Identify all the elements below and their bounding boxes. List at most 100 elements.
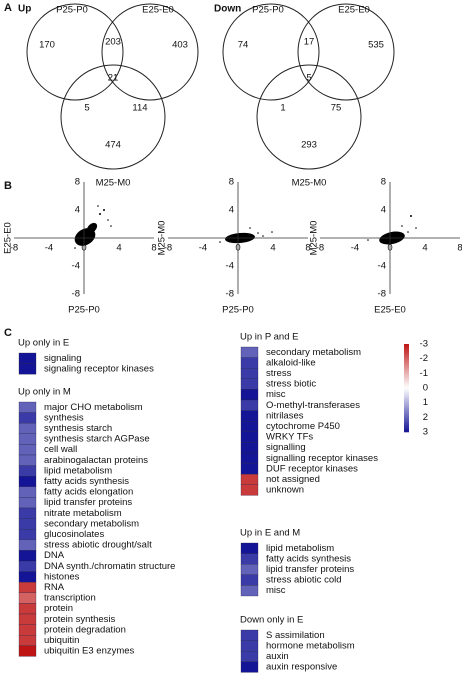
heat-cell bbox=[18, 433, 37, 445]
region-count: 17 bbox=[304, 37, 315, 48]
item-label: lipid metabolism bbox=[266, 543, 334, 554]
item-label: protein degradation bbox=[44, 624, 126, 635]
y-tick-label: 8 bbox=[75, 177, 80, 188]
item-label: signaling receptor kinases bbox=[44, 363, 154, 374]
y-axis-label: M25-M0 bbox=[157, 221, 168, 256]
color-scale-segment bbox=[404, 394, 409, 398]
color-scale-segment bbox=[404, 352, 409, 356]
color-scale-segment bbox=[404, 381, 409, 384]
scale-tick-label: -1 bbox=[420, 368, 428, 379]
region-count: 535 bbox=[368, 40, 384, 51]
item-label: lipid metabolism bbox=[44, 465, 112, 476]
set-label: E25-E0 bbox=[338, 5, 370, 16]
item-label: unknown bbox=[266, 485, 304, 496]
x-tick-label: -8 bbox=[164, 243, 172, 254]
group-title: Down only in E bbox=[240, 615, 303, 626]
heat-cell bbox=[240, 640, 259, 652]
color-scale-segment bbox=[404, 407, 409, 411]
color-scale-segment bbox=[404, 366, 409, 369]
y-tick-label: 4 bbox=[229, 205, 234, 216]
color-scale-segment bbox=[404, 414, 409, 417]
item-label: alkaloid-like bbox=[266, 357, 316, 368]
color-scale-segment bbox=[404, 357, 409, 360]
x-tick-label: 0 bbox=[387, 243, 392, 254]
heat-cell bbox=[240, 564, 259, 575]
y-tick-label: 4 bbox=[75, 205, 80, 216]
color-scale-segment bbox=[404, 379, 409, 382]
color-scale-segment bbox=[404, 425, 409, 428]
color-scale-segment bbox=[404, 361, 409, 365]
heat-cell bbox=[240, 574, 259, 586]
x-tick-label: 4 bbox=[422, 243, 427, 254]
region-count: 21 bbox=[108, 73, 119, 84]
color-scale-segment bbox=[404, 412, 409, 415]
item-label: fatty acids synthesis bbox=[266, 553, 351, 564]
heat-cell bbox=[18, 412, 37, 424]
item-label: stress bbox=[266, 368, 292, 379]
heat-cell bbox=[18, 582, 37, 593]
region-count: 5 bbox=[84, 103, 89, 114]
color-scale-segment bbox=[404, 374, 409, 378]
heat-cell bbox=[240, 474, 259, 485]
color-scale-segment bbox=[404, 403, 409, 406]
item-label: histones bbox=[44, 571, 80, 582]
heat-cell bbox=[240, 553, 259, 565]
item-label: DNA synth./chromatin structure bbox=[44, 561, 175, 572]
heat-cell bbox=[240, 651, 259, 662]
venn-circle bbox=[26, 3, 124, 101]
y-axis-label: E25-E0 bbox=[3, 222, 14, 254]
heat-cell bbox=[240, 346, 259, 358]
color-scale-segment bbox=[404, 401, 409, 404]
venn-circle bbox=[297, 3, 395, 101]
color-scale-segment bbox=[404, 368, 409, 371]
heat-cell bbox=[240, 463, 259, 475]
color-scale-segment bbox=[404, 383, 409, 387]
heat-cell bbox=[240, 378, 259, 390]
item-label: signalling receptor kinases bbox=[266, 453, 378, 464]
item-label: DNA bbox=[44, 550, 65, 561]
item-label: stress biotic bbox=[266, 379, 316, 390]
heat-cell bbox=[18, 486, 37, 498]
item-label: cell wall bbox=[44, 444, 77, 455]
heat-cell bbox=[240, 357, 259, 369]
y-tick-label: 8 bbox=[229, 177, 234, 188]
x-tick-label: 0 bbox=[81, 243, 86, 254]
heat-cell bbox=[18, 603, 37, 615]
heat-cell bbox=[240, 629, 259, 641]
item-label: ubiquitin E3 enzymes bbox=[44, 646, 135, 657]
heat-cell bbox=[240, 442, 259, 454]
scale-tick-label: -2 bbox=[420, 353, 428, 364]
color-scale-segment bbox=[404, 410, 409, 413]
point-cloud bbox=[74, 205, 417, 249]
item-label: hormone metabolism bbox=[266, 640, 355, 651]
item-label: lipid transfer proteins bbox=[44, 497, 132, 508]
venn-circle bbox=[60, 64, 166, 170]
region-count: 403 bbox=[172, 40, 188, 51]
item-label: fatty acids elongation bbox=[44, 487, 133, 498]
heat-cell bbox=[240, 484, 259, 496]
scale-tick-label: 3 bbox=[423, 427, 428, 438]
region-count: 1 bbox=[280, 103, 285, 114]
heat-cell bbox=[18, 465, 37, 477]
region-count: 74 bbox=[238, 40, 249, 51]
x-tick-label: -4 bbox=[199, 243, 207, 254]
color-scale-segment bbox=[404, 390, 409, 393]
scale-tick-label: 2 bbox=[423, 412, 428, 423]
x-tick-label: 0 bbox=[235, 243, 240, 254]
item-label: lipid transfer proteins bbox=[266, 564, 354, 575]
item-label: arabinogalactan proteins bbox=[44, 455, 148, 466]
heat-cell bbox=[18, 592, 37, 604]
heat-cell bbox=[18, 539, 37, 551]
heat-cell bbox=[18, 507, 37, 519]
x-axis-label: P25-P0 bbox=[68, 305, 100, 316]
item-label: fatty acids synthesis bbox=[44, 476, 129, 487]
color-scale-segment bbox=[404, 370, 409, 373]
item-label: cytochrome P450 bbox=[266, 421, 340, 432]
heat-cell bbox=[240, 585, 259, 597]
heat-cell bbox=[18, 454, 37, 466]
item-label: secondary metabolism bbox=[44, 518, 139, 529]
set-label: P25-P0 bbox=[56, 5, 88, 16]
item-label: synthesis starch bbox=[44, 423, 112, 434]
item-label: DUF receptor kinases bbox=[266, 463, 358, 474]
